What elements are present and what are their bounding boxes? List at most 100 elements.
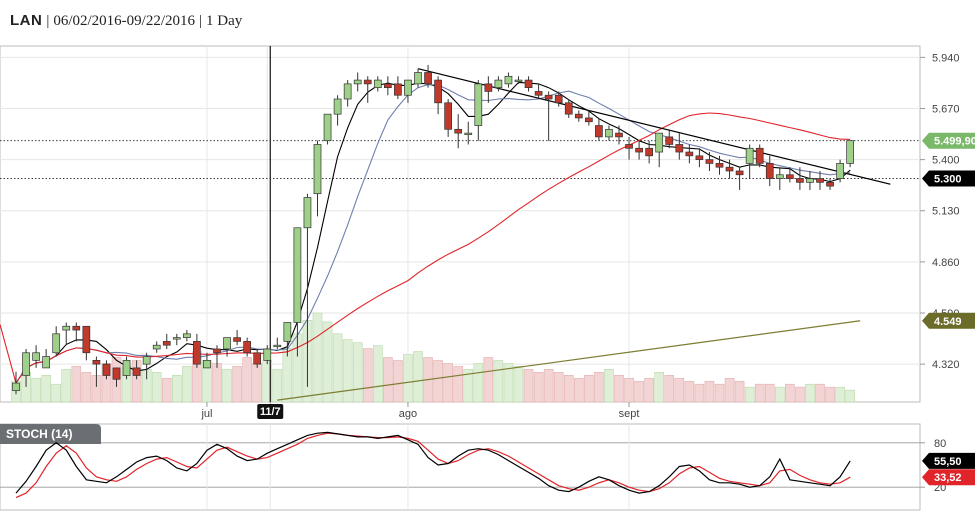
- candle-body: [303, 197, 312, 229]
- stoch-title: STOCH (14): [6, 427, 72, 441]
- volume-bar: [805, 383, 815, 403]
- candle-body: [313, 144, 322, 195]
- candle-body: [595, 125, 603, 138]
- candle-body: [213, 348, 221, 354]
- volume-bar: [61, 369, 72, 403]
- volume-bar: [212, 363, 222, 403]
- volume-bar: [493, 360, 504, 403]
- volume-bar: [795, 386, 805, 403]
- price-axis-label: 4.320: [932, 359, 960, 371]
- candle-body: [384, 83, 392, 89]
- stoch-line: [15, 432, 851, 499]
- candle-body: [655, 132, 664, 153]
- volume-bar: [584, 374, 594, 403]
- candle-body: [564, 102, 573, 115]
- volume-bar: [252, 363, 262, 403]
- candle-body: [394, 83, 402, 96]
- price-tag: [922, 170, 975, 187]
- moving-average-line: [15, 81, 851, 384]
- volume-bar: [362, 348, 373, 403]
- date-range-label: 06/02/2016-09/22/2016: [53, 13, 196, 29]
- candle-body: [836, 163, 844, 179]
- volume-bar: [393, 360, 403, 403]
- candle-body: [685, 151, 694, 157]
- candle-body: [554, 94, 563, 104]
- candle-body: [293, 227, 302, 323]
- volume-bar: [483, 357, 494, 403]
- candle-body: [615, 132, 623, 138]
- volume-bar: [513, 366, 524, 403]
- candle-body: [333, 98, 342, 115]
- time-axis-label: ago: [399, 408, 417, 420]
- stoch-value-label: 55,50: [934, 456, 962, 468]
- candle-body: [253, 352, 262, 365]
- candle-body: [283, 322, 292, 342]
- candle-body: [343, 83, 352, 100]
- candle-body: [353, 79, 362, 85]
- volume-bar: [41, 374, 51, 403]
- candle-body: [82, 325, 91, 354]
- stoch-panel-frame: [0, 423, 921, 511]
- volume-bar: [734, 380, 745, 403]
- volume-bar: [604, 369, 614, 403]
- candle-body: [42, 356, 51, 369]
- candle-body: [494, 79, 503, 89]
- volume-bar: [322, 321, 333, 403]
- volume-bar: [403, 354, 413, 403]
- trendline: [277, 320, 861, 401]
- candle-body: [755, 147, 764, 164]
- candle-body: [826, 181, 834, 187]
- candle-body: [765, 163, 774, 179]
- candle-body: [444, 102, 452, 130]
- candle-body: [323, 113, 332, 142]
- volume-bar: [684, 380, 695, 403]
- candle-body: [122, 359, 131, 376]
- volume-bar: [372, 345, 383, 403]
- volume-bar: [825, 386, 835, 403]
- stoch-value-tag: [922, 469, 975, 486]
- candle-body: [223, 337, 231, 350]
- time-axis-label: sept: [619, 408, 640, 420]
- candle-body: [524, 79, 533, 89]
- volume-bar: [654, 372, 665, 403]
- candle-body: [434, 79, 442, 104]
- candle-body: [132, 367, 141, 376]
- candle-body: [705, 159, 714, 164]
- header-separator: |: [46, 13, 50, 29]
- candle-body: [32, 352, 40, 361]
- volume-bar: [151, 372, 162, 403]
- volume-bar: [674, 377, 685, 403]
- candle-body: [816, 178, 824, 183]
- price-axis-label: 5.130: [932, 206, 960, 218]
- candle-body: [263, 348, 272, 361]
- candle-body: [112, 367, 121, 380]
- volume-bar: [312, 312, 323, 403]
- event-marker-label: 11/7: [260, 406, 281, 418]
- candle-body: [806, 178, 814, 183]
- volume-bar: [664, 374, 675, 403]
- price-axis-label: 5.670: [932, 103, 960, 115]
- candle-body: [504, 75, 513, 85]
- volume-bar: [413, 351, 423, 403]
- stoch-axis-label: 80: [934, 438, 946, 450]
- volume-bar: [835, 386, 845, 403]
- candle-body: [152, 344, 161, 350]
- volume-bar: [704, 380, 715, 403]
- candle-body: [665, 136, 674, 145]
- candle-body: [102, 363, 111, 376]
- volume-bar: [242, 357, 252, 403]
- price-tag-label: 4.549: [934, 316, 962, 328]
- volume-bar: [332, 333, 343, 403]
- volume-bar: [785, 383, 795, 403]
- volume-bar: [573, 377, 584, 403]
- price-tag: [922, 312, 975, 329]
- volume-bar: [31, 377, 41, 403]
- volume-bar: [272, 369, 283, 403]
- volume-bar: [523, 369, 534, 403]
- candle-body: [544, 94, 553, 100]
- candle-body: [675, 144, 684, 153]
- candle-body: [695, 155, 704, 160]
- candle-body: [715, 163, 724, 168]
- time-axis-label: jul: [200, 408, 212, 420]
